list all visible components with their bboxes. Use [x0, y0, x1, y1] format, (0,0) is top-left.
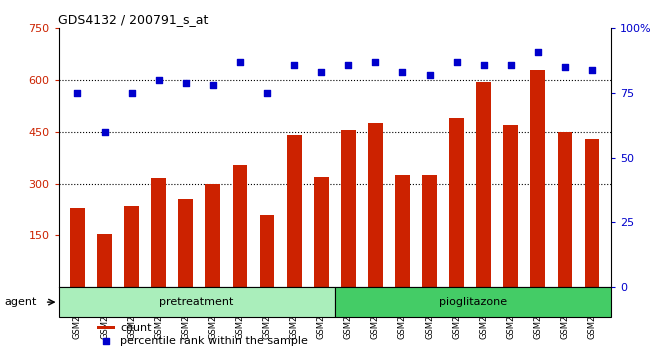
Bar	[558, 132, 573, 287]
Point	[181, 80, 191, 86]
Bar	[503, 125, 518, 287]
Point	[72, 90, 83, 96]
Bar	[259, 215, 274, 287]
Text: pioglitazone: pioglitazone	[439, 297, 507, 307]
Text: agent: agent	[4, 297, 36, 307]
Point	[451, 59, 462, 65]
Bar	[97, 234, 112, 287]
Point	[262, 90, 272, 96]
Bar	[205, 184, 220, 287]
Point	[235, 59, 245, 65]
Text: percentile rank within the sample: percentile rank within the sample	[120, 336, 308, 346]
Bar	[70, 208, 85, 287]
Point	[99, 129, 110, 135]
Point	[560, 64, 570, 70]
Point	[289, 62, 299, 67]
Bar	[368, 123, 383, 287]
Point	[506, 62, 516, 67]
Point	[343, 62, 354, 67]
Point	[316, 69, 326, 75]
Point	[397, 69, 408, 75]
Bar	[530, 70, 545, 287]
Text: GDS4132 / 200791_s_at: GDS4132 / 200791_s_at	[58, 13, 209, 26]
Bar	[422, 175, 437, 287]
Bar	[449, 118, 464, 287]
Bar	[584, 139, 599, 287]
Point	[370, 59, 381, 65]
Point	[587, 67, 597, 73]
Point	[126, 90, 137, 96]
Point	[533, 49, 543, 55]
Text: count: count	[120, 322, 152, 332]
FancyBboxPatch shape	[58, 287, 335, 317]
Bar	[287, 135, 302, 287]
FancyBboxPatch shape	[335, 287, 611, 317]
Bar	[341, 130, 356, 287]
Bar	[98, 326, 115, 329]
Bar	[124, 206, 139, 287]
Bar	[314, 177, 329, 287]
Bar	[178, 199, 193, 287]
Point	[478, 62, 489, 67]
Point	[424, 72, 435, 78]
Point	[153, 77, 164, 83]
Text: pretreatment: pretreatment	[159, 297, 234, 307]
Bar	[476, 82, 491, 287]
Bar	[151, 178, 166, 287]
Bar	[395, 175, 410, 287]
Point	[208, 82, 218, 88]
Bar	[233, 165, 248, 287]
